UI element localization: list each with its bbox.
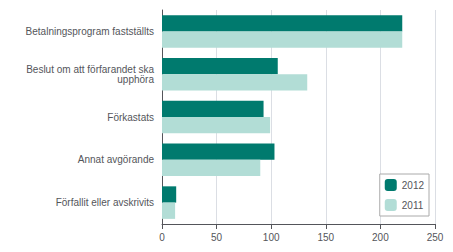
- svg-text:Annat avgörande: Annat avgörande: [78, 154, 155, 165]
- svg-text:Förfallit eller avskrivits: Förfallit eller avskrivits: [56, 197, 154, 208]
- svg-text:Beslut om att förfarandet ska: Beslut om att förfarandet ska: [26, 63, 154, 75]
- svg-text:2011: 2011: [402, 200, 424, 211]
- svg-text:200: 200: [372, 232, 389, 243]
- svg-text:0: 0: [159, 232, 165, 243]
- svg-text:upphöra: upphöra: [117, 74, 154, 85]
- svg-text:100: 100: [263, 232, 280, 243]
- svg-text:50: 50: [211, 232, 223, 243]
- svg-text:Betalningsprogram fastställts: Betalningsprogram fastställts: [26, 26, 154, 37]
- svg-text:2012: 2012: [402, 180, 425, 191]
- svg-text:250: 250: [427, 232, 444, 243]
- svg-text:Förkastats: Förkastats: [107, 112, 154, 123]
- svg-text:150: 150: [317, 232, 334, 243]
